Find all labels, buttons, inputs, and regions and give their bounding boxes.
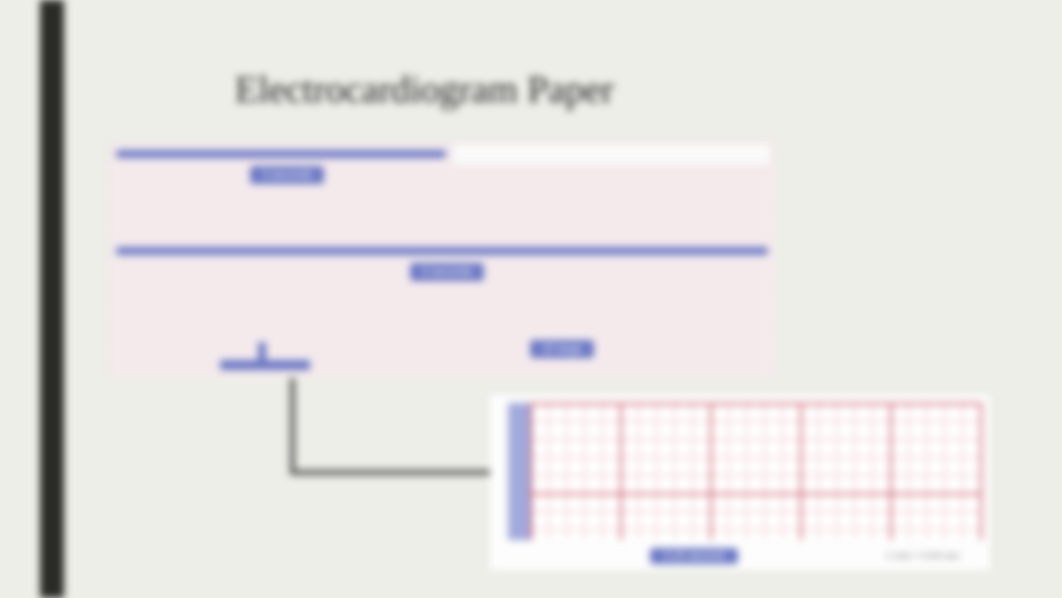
zoom-grid-major <box>530 403 982 540</box>
zoom-bottom-label: 0.20 second <box>650 548 738 564</box>
label-6sec: 6 seconds <box>410 263 484 281</box>
bar-3sec <box>116 150 446 158</box>
label-3sec: 3 seconds <box>250 166 324 184</box>
zoom-left-scale <box>508 403 530 540</box>
label-large: 15 large <box>530 340 594 358</box>
zoom-bottom-text: 1 mm = 0.04 sec <box>886 551 960 562</box>
bottom-left-marker-tick <box>258 342 266 362</box>
white-top-strip <box>454 144 770 164</box>
bar-6sec <box>116 247 768 255</box>
ecg-wide-grid <box>110 142 775 377</box>
ecg-wide-strip: 3 seconds 6 seconds 15 large <box>110 142 775 377</box>
ecg-zoom-panel: 0.20 second 1 mm = 0.04 sec <box>490 395 990 570</box>
connector-line <box>290 378 490 475</box>
page-title: Electrocardiogram Paper <box>235 68 614 112</box>
spine-bar <box>40 0 64 598</box>
zoom-inner <box>530 403 982 540</box>
